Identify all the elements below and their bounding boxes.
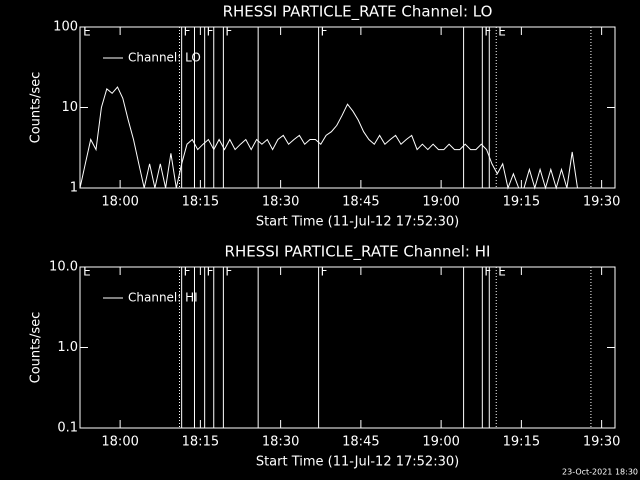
y-tick-label: 10 — [61, 100, 78, 115]
y-tick-label: 1.0 — [57, 340, 78, 355]
flag-label: F — [321, 25, 328, 39]
chart-title: RHESSI PARTICLE_RATE Channel: LO — [223, 3, 493, 22]
x-tick-label: 18:30 — [262, 195, 299, 210]
flag-label: E — [498, 265, 506, 279]
flag-label: F — [225, 25, 232, 39]
y-axis-label: Counts/sec — [29, 72, 44, 144]
chart-title: RHESSI PARTICLE_RATE Channel: HI — [225, 243, 491, 262]
x-tick-label: 18:15 — [182, 195, 219, 210]
x-tick-label: 18:00 — [101, 195, 138, 210]
x-tick-label: 19:15 — [503, 195, 540, 210]
flag-label: F — [207, 25, 214, 39]
y-axis-label: Counts/sec — [29, 312, 44, 384]
flag-label: F — [484, 25, 491, 39]
footer: 23-Oct-2021 18:30 — [562, 468, 638, 477]
x-tick-label: 19:00 — [422, 195, 459, 210]
flag-label: F — [321, 265, 328, 279]
flag-label: F — [184, 25, 191, 39]
x-axis-label: Start Time (11-Jul-12 17:52:30) — [256, 215, 459, 230]
x-tick-label: 19:15 — [503, 435, 540, 450]
x-tick-label: 18:45 — [342, 195, 379, 210]
x-tick-label: 19:30 — [583, 435, 620, 450]
flag-label: F — [184, 265, 191, 279]
x-axis-label: Start Time (11-Jul-12 17:52:30) — [256, 455, 459, 470]
legend-label: Channel: LO — [128, 51, 201, 65]
flag-label: F — [225, 265, 232, 279]
y-tick-label: 10.0 — [49, 260, 78, 275]
x-tick-label: 18:00 — [101, 435, 138, 450]
legend-label: Channel: HI — [128, 291, 198, 305]
flag-label: E — [83, 265, 91, 279]
y-tick-label: 0.1 — [57, 421, 78, 436]
flag-label: E — [83, 25, 91, 39]
y-tick-label: 100 — [53, 20, 78, 35]
flag-label: F — [207, 265, 214, 279]
flag-label: F — [484, 265, 491, 279]
data-line — [79, 86, 583, 190]
x-tick-label: 18:15 — [182, 435, 219, 450]
x-tick-label: 18:45 — [342, 435, 379, 450]
x-tick-label: 19:00 — [422, 435, 459, 450]
x-tick-label: 18:30 — [262, 435, 299, 450]
x-tick-label: 19:30 — [583, 195, 620, 210]
flag-label: E — [498, 25, 506, 39]
y-tick-label: 1 — [70, 181, 78, 196]
